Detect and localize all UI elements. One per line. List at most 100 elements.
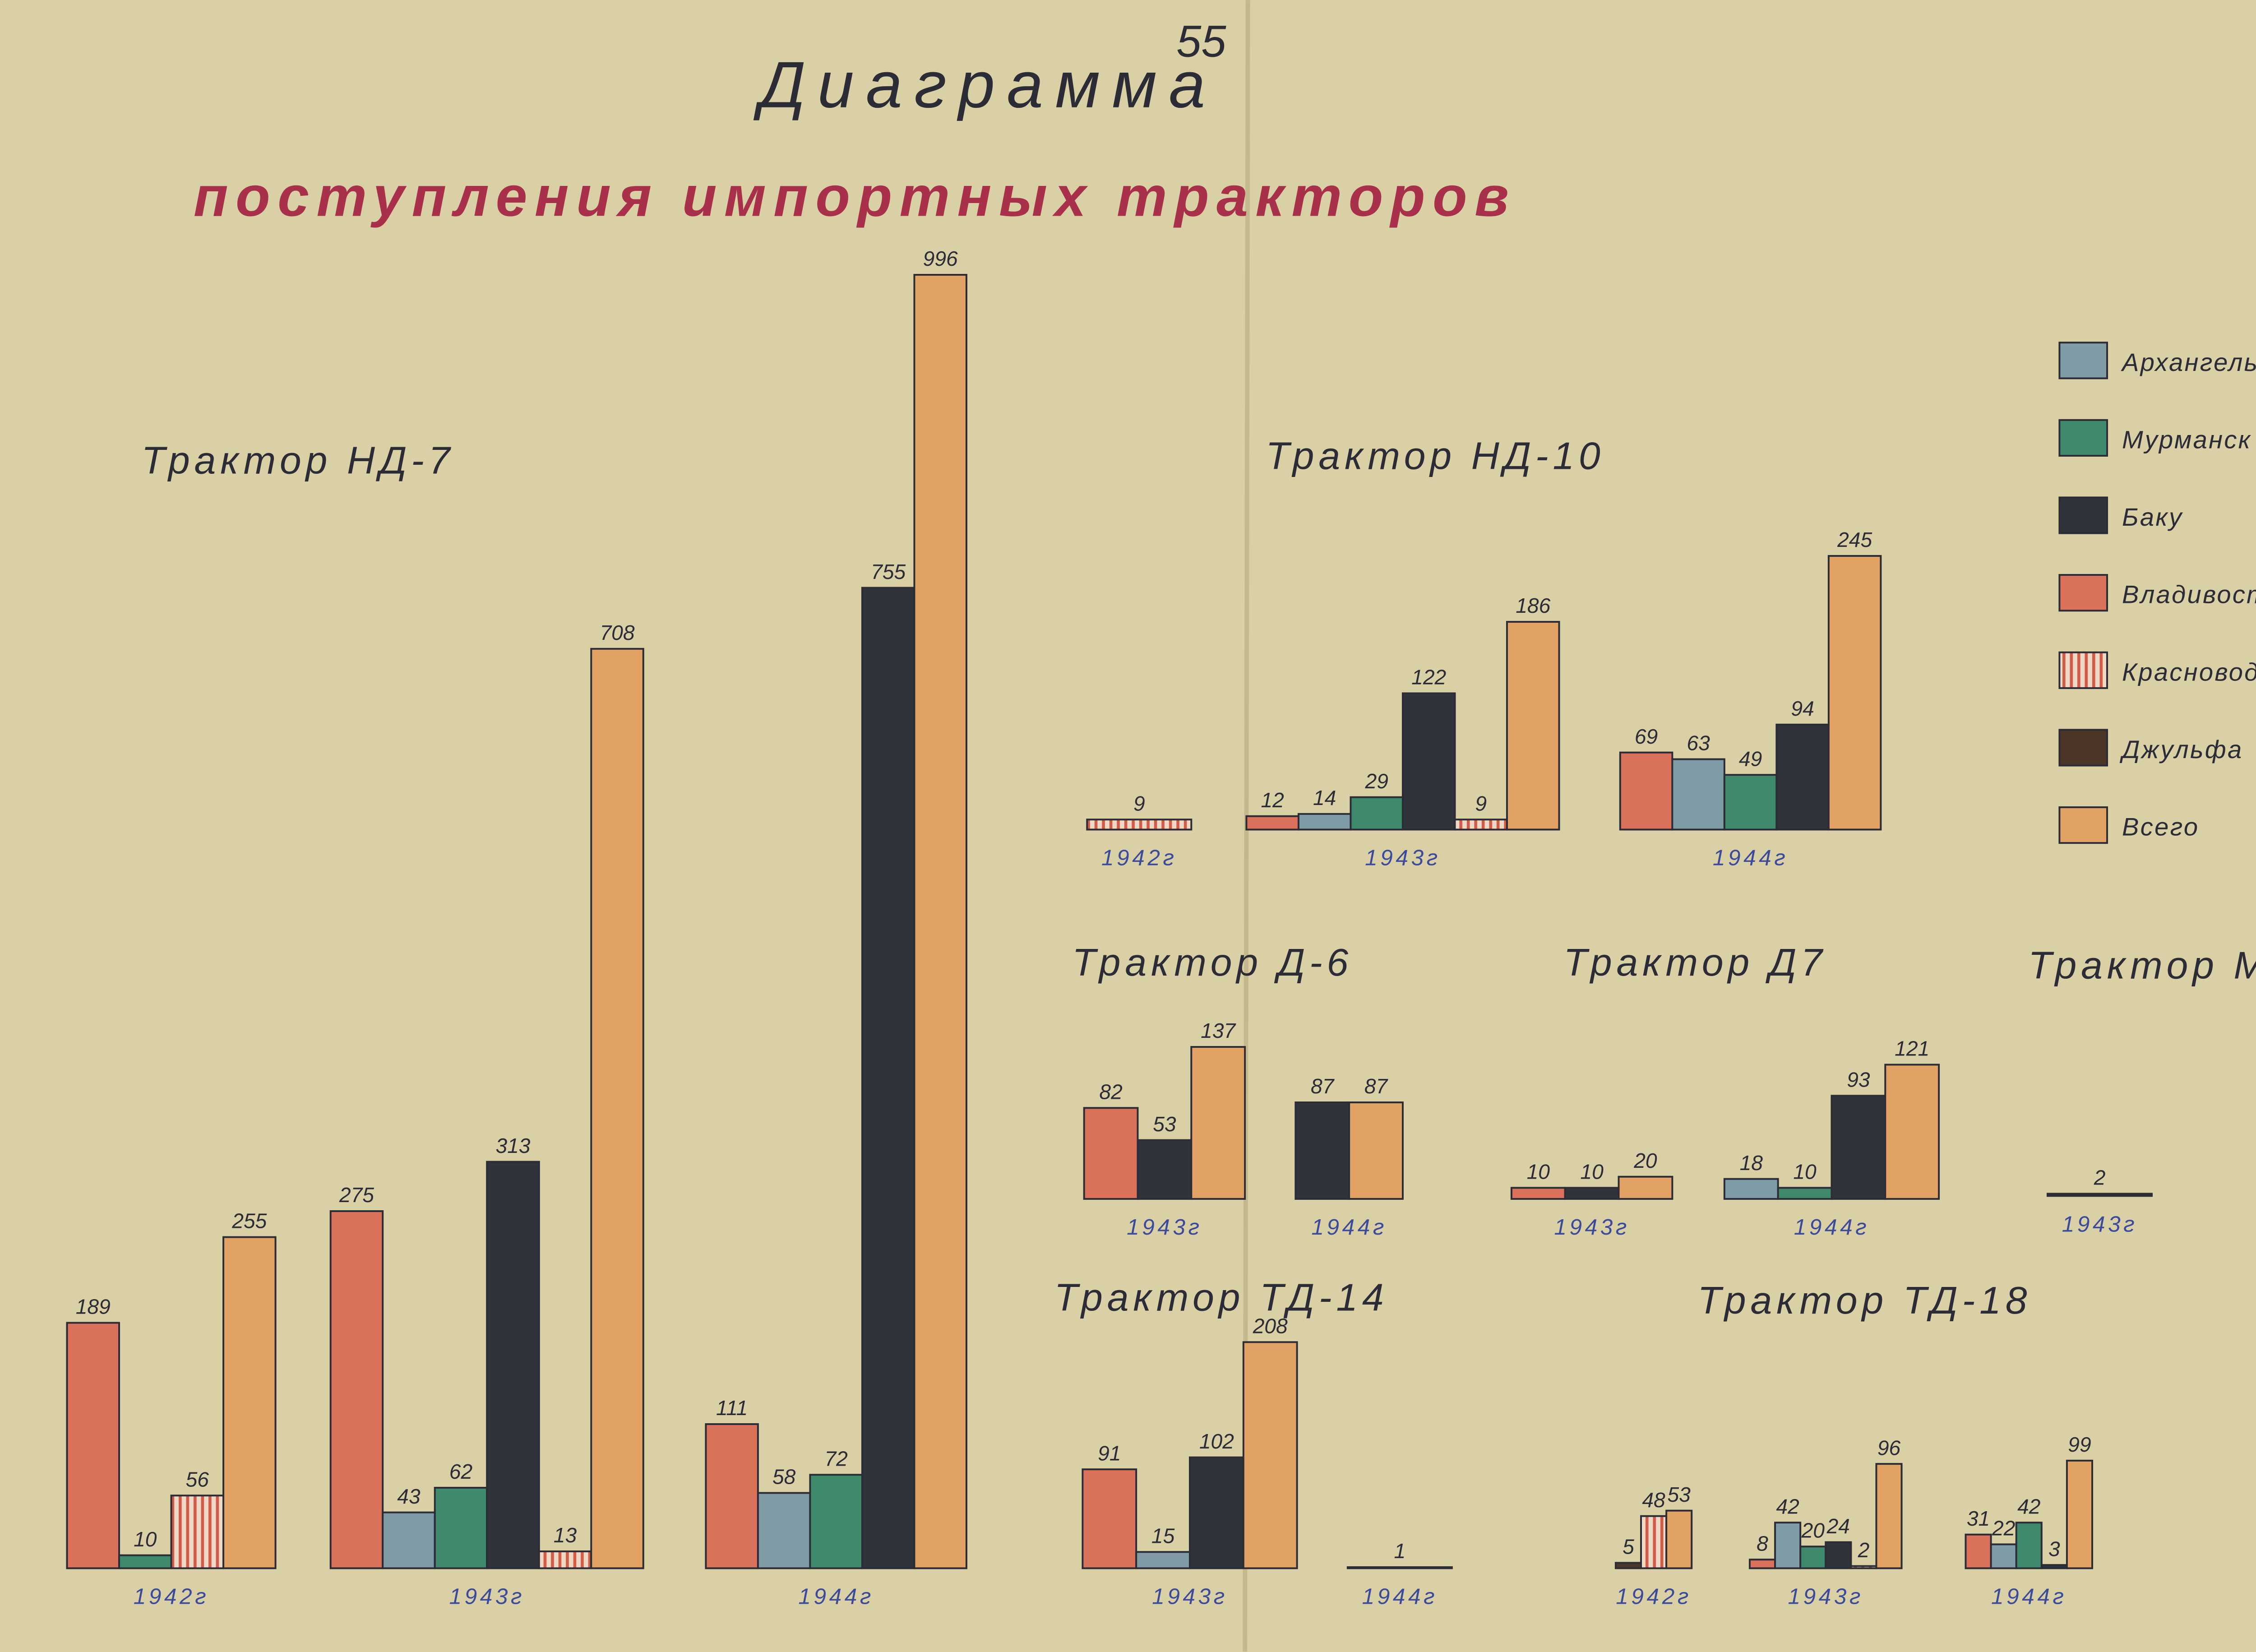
legend-label: Владивосток — [2122, 580, 2256, 609]
value-label: 1 — [1394, 1539, 1406, 1563]
bar — [382, 1511, 436, 1569]
category-label: 1943г — [1127, 1215, 1202, 1240]
bar — [1242, 1341, 1298, 1569]
value-label: 63 — [1687, 731, 1710, 755]
chart-title: Трактор НД-7 — [142, 439, 455, 482]
value-label: 58 — [772, 1465, 796, 1489]
category-label: 1943г — [1788, 1584, 1863, 1609]
value-label: 82 — [1099, 1080, 1123, 1103]
bar — [1086, 819, 1193, 831]
value-label: 42 — [2017, 1495, 2041, 1518]
value-label: 5 — [1623, 1535, 1634, 1559]
value-label: 53 — [1153, 1112, 1176, 1136]
bar — [1082, 1468, 1137, 1569]
value-label: 20 — [1633, 1149, 1657, 1172]
bar — [913, 274, 967, 1569]
bar — [1190, 1046, 1246, 1200]
bar — [118, 1554, 172, 1569]
value-label: 189 — [76, 1295, 111, 1319]
value-label: 49 — [1739, 747, 1762, 770]
value-label: 18 — [1740, 1151, 1763, 1175]
value-label: 137 — [1201, 1019, 1236, 1042]
bar — [1723, 1178, 1779, 1200]
value-label: 31 — [1967, 1507, 1990, 1530]
value-label: 2 — [1858, 1538, 1870, 1562]
value-label: 12 — [1261, 788, 1284, 812]
bar — [1774, 1522, 1802, 1569]
value-label: 24 — [1826, 1514, 1850, 1538]
value-label: 121 — [1895, 1037, 1929, 1060]
bar — [1348, 1101, 1404, 1200]
bar — [2040, 1564, 2068, 1569]
value-label: 255 — [231, 1209, 267, 1233]
value-label: 22 — [1992, 1517, 2016, 1540]
value-label: 48 — [1642, 1488, 1665, 1512]
value-label: 53 — [1667, 1483, 1691, 1506]
bar — [434, 1486, 488, 1569]
bar — [486, 1161, 540, 1569]
value-label: 91 — [1098, 1441, 1121, 1465]
legend: Архангельск Мурманск Баку Владивосток Красно… — [2058, 342, 2256, 844]
bar — [1827, 555, 1882, 831]
value-label: 87 — [1364, 1074, 1389, 1098]
bar — [1831, 1095, 1886, 1200]
bar — [1618, 1175, 1674, 1200]
chart-title: Трактор НД-10 — [1266, 435, 1604, 478]
value-label: 10 — [1793, 1160, 1817, 1184]
category-label: 1944г — [1362, 1584, 1438, 1609]
value-label: 708 — [600, 621, 634, 644]
value-label: 87 — [1311, 1074, 1335, 1098]
value-label: 15 — [1151, 1524, 1175, 1547]
subtitle: поступления импортных тракторов — [194, 165, 1516, 228]
legend-swatch — [2058, 651, 2108, 689]
chart-title: Трактор ТД-14 — [1054, 1276, 1388, 1319]
category-label: 1944г — [1991, 1584, 2067, 1609]
legend-label: Баку — [2122, 503, 2183, 531]
legend-swatch — [2058, 729, 2108, 767]
bar — [590, 648, 644, 1569]
bar — [2047, 1193, 2153, 1197]
value-label: 8 — [1757, 1532, 1768, 1555]
bar — [1665, 1509, 1693, 1569]
value-label: 3 — [2048, 1537, 2060, 1560]
bar — [1454, 819, 1508, 831]
bar — [1723, 774, 1778, 831]
bar — [1748, 1559, 1776, 1569]
bar — [2066, 1459, 2094, 1569]
bar — [1775, 723, 1830, 831]
bar — [1799, 1546, 1827, 1569]
value-label: 72 — [824, 1447, 848, 1470]
value-label: 69 — [1635, 725, 1658, 748]
category-label: 1944г — [798, 1584, 874, 1609]
bar — [1137, 1139, 1193, 1200]
bar — [329, 1210, 384, 1569]
bar — [1245, 815, 1299, 831]
value-label: 186 — [1516, 594, 1550, 617]
legend-swatch — [2058, 574, 2108, 612]
value-label: 10 — [134, 1527, 157, 1551]
value-label: 43 — [397, 1485, 421, 1508]
bar — [1135, 1551, 1191, 1569]
bar — [1777, 1187, 1833, 1200]
category-label: 1942г — [1616, 1584, 1692, 1609]
page-number: 55 — [1176, 16, 1226, 66]
bar — [757, 1492, 811, 1569]
bar — [1671, 758, 1725, 831]
value-label: 102 — [1199, 1430, 1234, 1453]
category-label: 1943г — [449, 1584, 525, 1609]
bar — [170, 1495, 225, 1569]
bar — [1640, 1515, 1668, 1569]
value-label: 9 — [1133, 791, 1145, 815]
category-label: 1944г — [1713, 846, 1789, 870]
value-label: 20 — [1801, 1518, 1825, 1542]
bar — [2015, 1522, 2043, 1569]
legend-swatch — [2058, 806, 2108, 844]
bar — [1850, 1565, 1877, 1569]
value-label: 14 — [1313, 786, 1336, 810]
value-label: 94 — [1791, 697, 1814, 720]
category-label: 1943г — [2062, 1212, 2138, 1237]
category-label: 1943г — [1152, 1584, 1228, 1609]
value-label: 122 — [1411, 666, 1446, 689]
